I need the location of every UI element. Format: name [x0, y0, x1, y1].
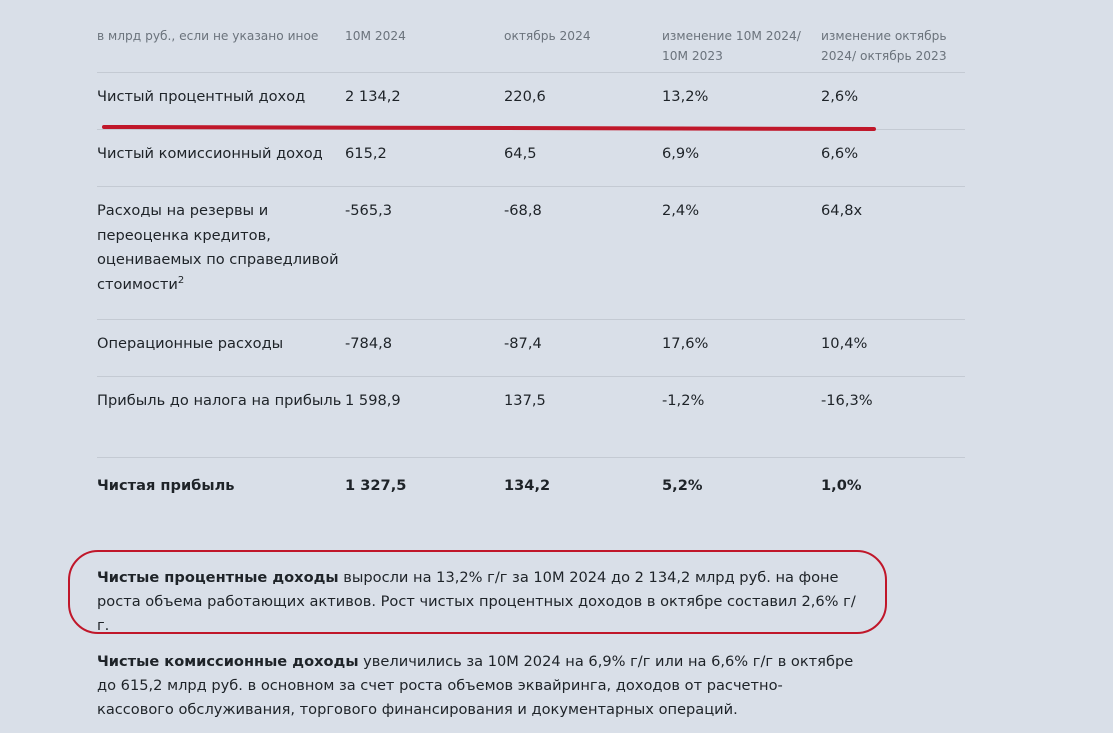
cell-value: 2,6%	[821, 72, 965, 130]
table-row: Чистый процентный доход 2 134,2 220,6 13…	[97, 72, 965, 130]
table-header-row: в млрд руб., если не указано иное 10М 20…	[97, 18, 965, 73]
header-units: в млрд руб., если не указано иное	[97, 18, 345, 73]
row-label: Чистая прибыль	[97, 477, 235, 494]
cell-value: -784,8	[345, 319, 504, 377]
cell-value: -68,8	[504, 186, 662, 320]
cell-value: -565,3	[345, 186, 504, 320]
cell-value: 2,4%	[662, 186, 821, 320]
row-label: Чистый комиссионный доход	[97, 129, 345, 187]
cell-value: 1 598,9	[345, 376, 504, 458]
cell-value: 6,9%	[662, 129, 821, 187]
header-change-october: изменение октябрь 2024/ октябрь 2023	[821, 18, 965, 73]
paragraph-net-commission-income: Чистые комиссионные доходы увеличились з…	[97, 650, 857, 722]
cell-value: 13,2%	[662, 72, 821, 130]
cell-value: 220,6	[504, 72, 662, 130]
cell-value: 1,0%	[821, 477, 862, 494]
paragraph-lead: Чистые процентные доходы	[97, 569, 339, 586]
row-label-text: Расходы на резервы и переоценка кредитов…	[97, 202, 339, 293]
paragraph-text: выросли на 13,2% г/г за 10М 2024 до 2 13…	[97, 569, 856, 634]
table-row: Расходы на резервы и переоценка кредитов…	[97, 186, 965, 320]
cell-value: 64,5	[504, 129, 662, 187]
cell-value: 1 327,5	[345, 477, 407, 494]
cell-value: 17,6%	[662, 319, 821, 377]
table-row-total: Чистая прибыль 1 327,5 134,2 5,2% 1,0%	[97, 458, 965, 520]
table-row: Чистый комиссионный доход 615,2 64,5 6,9…	[97, 129, 965, 187]
paragraph-lead: Чистые комиссионные доходы	[97, 653, 359, 670]
cell-value: 6,6%	[821, 129, 965, 187]
cell-value: 64,8x	[821, 186, 965, 320]
footnote-marker: 2	[177, 274, 185, 286]
header-change-10m: изменение 10М 2024/ 10М 2023	[662, 18, 821, 73]
table-row: Операционные расходы -784,8 -87,4 17,6% …	[97, 319, 965, 377]
row-label: Чистый процентный доход	[97, 72, 345, 130]
cell-value: 137,5	[504, 376, 662, 458]
cell-value: 2 134,2	[345, 72, 504, 130]
red-ellipse-annotation	[68, 550, 887, 634]
row-label: Операционные расходы	[97, 319, 345, 377]
cell-value: 10,4%	[821, 319, 965, 377]
header-10m-2024: 10М 2024	[345, 18, 504, 73]
cell-value: 5,2%	[662, 477, 703, 494]
row-label: Расходы на резервы и переоценка кредитов…	[97, 186, 345, 320]
paragraph-net-interest-income: Чистые процентные доходы выросли на 13,2…	[97, 566, 867, 638]
paragraph-text: увеличились за 10М 2024 на 6,9% г/г или …	[97, 653, 854, 718]
cell-value: 615,2	[345, 129, 504, 187]
table-row: Прибыль до налога на прибыль 1 598,9 137…	[97, 376, 965, 458]
cell-value: 134,2	[504, 477, 551, 494]
cell-value: -16,3%	[821, 376, 965, 458]
financial-results-table: в млрд руб., если не указано иное 10М 20…	[97, 18, 965, 520]
financial-results-table-wrap: в млрд руб., если не указано иное 10М 20…	[97, 18, 965, 520]
cell-value: -87,4	[504, 319, 662, 377]
header-october-2024: октябрь 2024	[504, 18, 662, 73]
cell-value: -1,2%	[662, 376, 821, 458]
row-label: Прибыль до налога на прибыль	[97, 376, 345, 458]
